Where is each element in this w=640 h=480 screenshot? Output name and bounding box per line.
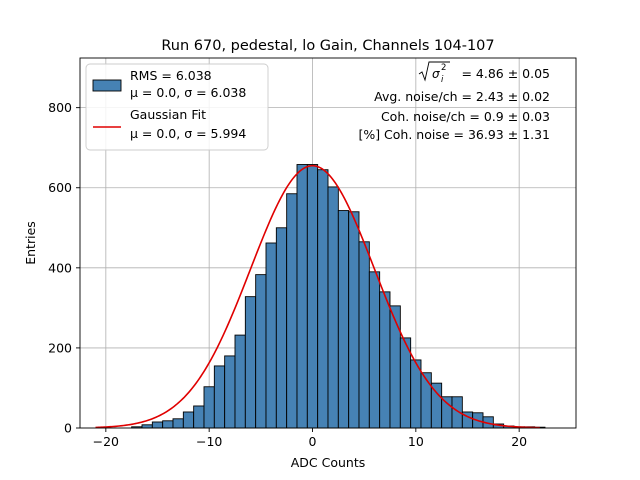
legend-entry-rms: RMS = 6.038 xyxy=(130,68,212,83)
histogram-bar xyxy=(255,274,267,429)
legend-box xyxy=(85,63,269,151)
sqrt-radical-icon xyxy=(418,61,450,82)
histogram-bar xyxy=(441,396,453,429)
histogram-bar xyxy=(244,296,257,429)
histogram-bar xyxy=(172,418,184,429)
histogram-bar xyxy=(379,291,391,429)
legend-histogram-patch xyxy=(92,79,122,92)
histogram-bar xyxy=(430,382,443,429)
histogram-bar xyxy=(286,193,298,429)
annotation-avg-noise: Avg. noise/ch = 2.43 ± 0.02 xyxy=(374,89,550,104)
x-axis-ticks: −20 −10 0 10 20 xyxy=(93,428,527,449)
y-axis-ticks: 0 200 400 600 800 xyxy=(48,100,80,436)
annotation-sqrt-sigma: σ 2 i = 4.86 ± 0.05 xyxy=(418,61,550,85)
histogram-bar xyxy=(389,305,401,429)
histogram-bar xyxy=(275,227,288,429)
x-axis-label: ADC Counts xyxy=(291,455,366,470)
histogram-bars xyxy=(131,164,546,429)
y-tick-label: 400 xyxy=(48,260,72,275)
sigma-superscript: 2 xyxy=(441,63,446,73)
y-tick-label: 800 xyxy=(48,100,72,115)
y-tick-label: 0 xyxy=(64,421,72,436)
annotation-sqrt-value: = 4.86 ± 0.05 xyxy=(461,66,550,81)
histogram-bar xyxy=(141,424,153,429)
legend-entry-rms-params: μ = 0.0, σ = 6.038 xyxy=(130,85,246,100)
histogram-bar xyxy=(203,386,215,429)
legend: RMS = 6.038 μ = 0.0, σ = 6.038 Gaussian … xyxy=(85,63,269,151)
histogram-bar xyxy=(224,355,236,429)
histogram-bar xyxy=(306,164,319,429)
histogram-bar xyxy=(296,164,308,429)
x-tick-label: 20 xyxy=(511,434,527,449)
histogram-bar xyxy=(420,372,432,429)
histogram-bar xyxy=(358,241,370,429)
histogram-bar xyxy=(151,421,164,429)
chart-title: Run 670, pedestal, lo Gain, Channels 104… xyxy=(161,38,494,54)
histogram-bar xyxy=(327,186,339,429)
y-tick-label: 200 xyxy=(48,340,72,355)
plot-area-frame xyxy=(79,57,577,429)
gaussian-fit-curve xyxy=(95,164,540,429)
x-tick-label: 10 xyxy=(408,434,424,449)
histogram-bar xyxy=(213,365,226,429)
x-tick-label: −20 xyxy=(93,434,119,449)
annotation-coh-noise: Coh. noise/ch = 0.9 ± 0.03 xyxy=(381,109,550,124)
histogram-bar xyxy=(348,211,360,429)
y-axis-label: Entries xyxy=(23,221,38,265)
histogram-bar xyxy=(182,411,195,429)
histogram-bar xyxy=(317,169,329,429)
histogram-bar xyxy=(265,242,277,429)
noise-annotations: σ 2 i = 4.86 ± 0.05 Avg. noise/ch = 2.43… xyxy=(358,61,550,142)
x-tick-label: −10 xyxy=(196,434,222,449)
y-tick-label: 600 xyxy=(48,180,72,195)
histogram-bar xyxy=(162,420,174,429)
annotation-coh-noise-percent: [%] Coh. noise = 36.93 ± 1.31 xyxy=(358,127,550,142)
x-tick-label: 0 xyxy=(309,434,317,449)
histogram-bar xyxy=(234,334,246,429)
legend-entry-fit-params: μ = 0.0, σ = 5.994 xyxy=(130,126,246,141)
legend-entry-fit: Gaussian Fit xyxy=(130,107,206,122)
sigma-symbol: σ xyxy=(432,67,440,81)
histogram-bar xyxy=(193,405,205,429)
histogram-bar xyxy=(368,271,381,429)
histogram-bar xyxy=(337,210,350,429)
sigma-subscript: i xyxy=(441,75,444,85)
